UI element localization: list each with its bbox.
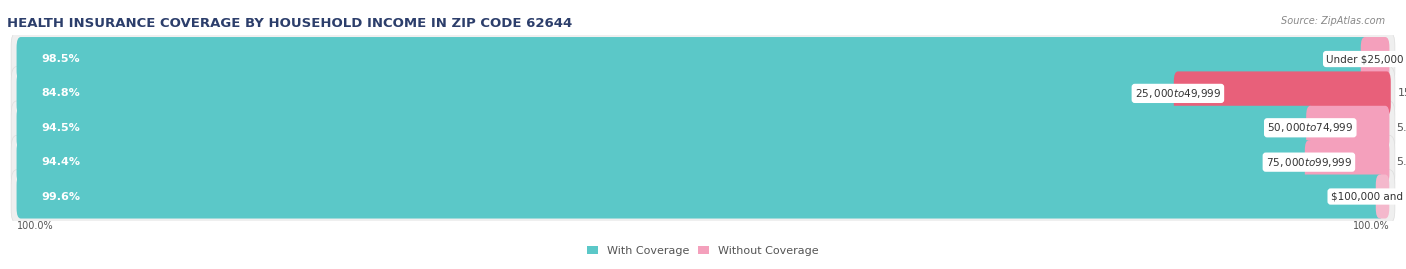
Text: HEALTH INSURANCE COVERAGE BY HOUSEHOLD INCOME IN ZIP CODE 62644: HEALTH INSURANCE COVERAGE BY HOUSEHOLD I… <box>7 17 572 30</box>
FancyBboxPatch shape <box>11 101 1395 155</box>
FancyBboxPatch shape <box>1174 71 1391 115</box>
FancyBboxPatch shape <box>1361 37 1389 81</box>
FancyBboxPatch shape <box>17 175 1384 218</box>
Text: 94.4%: 94.4% <box>41 157 80 167</box>
Text: $25,000 to $49,999: $25,000 to $49,999 <box>1135 87 1220 100</box>
Text: 99.6%: 99.6% <box>41 192 80 201</box>
Text: 84.8%: 84.8% <box>41 89 80 98</box>
Text: 94.5%: 94.5% <box>41 123 80 133</box>
FancyBboxPatch shape <box>17 106 1315 150</box>
Text: Under $25,000: Under $25,000 <box>1326 54 1403 64</box>
FancyBboxPatch shape <box>1305 140 1389 184</box>
Legend: With Coverage, Without Coverage: With Coverage, Without Coverage <box>588 246 818 256</box>
Text: 100.0%: 100.0% <box>1353 221 1389 231</box>
FancyBboxPatch shape <box>1306 106 1389 150</box>
Text: 0.39%: 0.39% <box>1396 192 1406 201</box>
FancyBboxPatch shape <box>17 140 1313 184</box>
Text: 98.5%: 98.5% <box>41 54 80 64</box>
FancyBboxPatch shape <box>11 32 1395 86</box>
Text: 5.6%: 5.6% <box>1396 157 1406 167</box>
FancyBboxPatch shape <box>17 37 1369 81</box>
Text: $100,000 and over: $100,000 and over <box>1330 192 1406 201</box>
Text: 5.5%: 5.5% <box>1396 123 1406 133</box>
FancyBboxPatch shape <box>17 71 1182 115</box>
Text: 1.5%: 1.5% <box>1396 54 1406 64</box>
Text: $75,000 to $99,999: $75,000 to $99,999 <box>1265 156 1353 169</box>
FancyBboxPatch shape <box>11 135 1395 189</box>
Text: $50,000 to $74,999: $50,000 to $74,999 <box>1267 121 1354 134</box>
FancyBboxPatch shape <box>11 67 1395 120</box>
FancyBboxPatch shape <box>1375 175 1389 218</box>
Text: 100.0%: 100.0% <box>17 221 53 231</box>
FancyBboxPatch shape <box>11 170 1395 223</box>
Text: 15.3%: 15.3% <box>1398 89 1406 98</box>
Text: Source: ZipAtlas.com: Source: ZipAtlas.com <box>1281 16 1385 26</box>
